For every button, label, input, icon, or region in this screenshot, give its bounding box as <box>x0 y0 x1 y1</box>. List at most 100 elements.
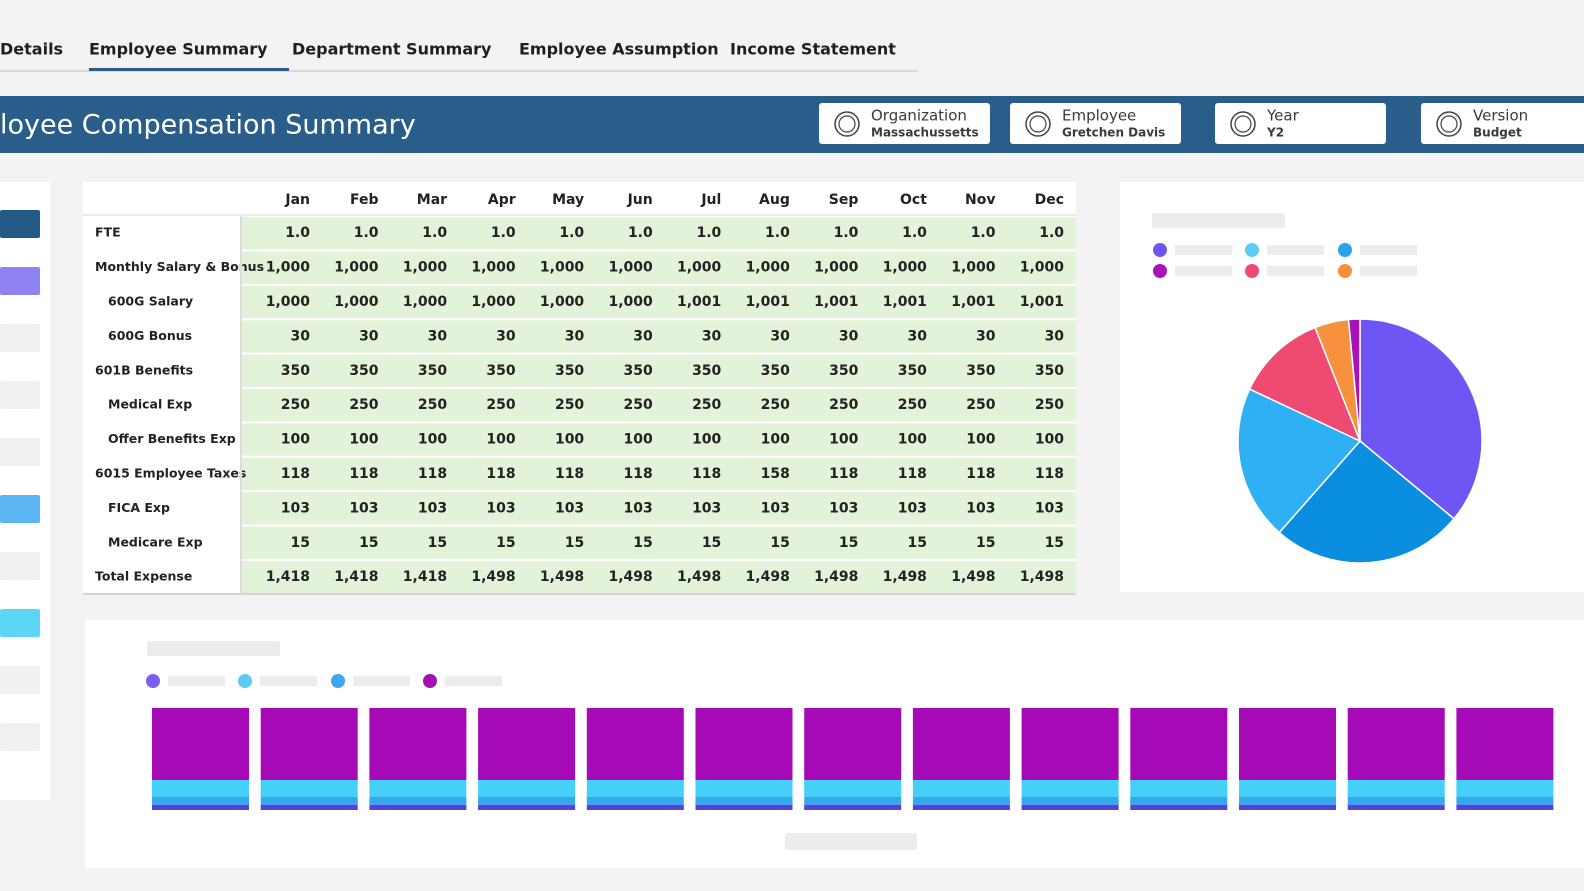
cell-value: 100 <box>418 432 447 448</box>
cell-value: 1,498 <box>471 569 515 585</box>
cell-value: 158 <box>761 466 790 482</box>
cell-value: 15 <box>1045 535 1064 551</box>
bar-segment <box>1239 780 1336 797</box>
column-header: Sep <box>829 192 859 208</box>
bar-segment <box>1130 805 1227 810</box>
cell-value: 1.0 <box>354 225 379 241</box>
bar-segment <box>1239 805 1336 810</box>
cell-value: 250 <box>624 397 653 413</box>
placeholder <box>445 676 502 686</box>
legend-dot <box>1153 264 1167 278</box>
sidebar-item[interactable] <box>0 495 40 523</box>
filter-value: Massachussetts <box>871 126 979 140</box>
bar-segment <box>696 797 793 805</box>
row-label: Monthly Salary & Bonus <box>95 259 264 274</box>
sidebar-item[interactable] <box>0 609 40 637</box>
cell-value: 1,001 <box>746 294 790 310</box>
cell-value: 250 <box>829 397 858 413</box>
cell-value: 1,498 <box>883 569 927 585</box>
column-header: May <box>552 192 584 208</box>
cell-value: 1,000 <box>540 294 585 310</box>
tab[interactable]: Details <box>0 40 63 59</box>
cell-value: 1,000 <box>334 294 379 310</box>
cell-value: 250 <box>692 397 721 413</box>
filter-label: Organization <box>871 107 967 125</box>
sidebar-item[interactable] <box>0 666 40 694</box>
cell-value: 350 <box>692 363 721 379</box>
sidebar-item[interactable] <box>0 267 40 295</box>
cell-value: 1,498 <box>540 569 584 585</box>
cell-value: 1.0 <box>1039 225 1064 241</box>
legend-dot <box>1338 243 1352 257</box>
placeholder <box>785 833 917 850</box>
cell-value: 103 <box>692 500 721 516</box>
cell-value: 30 <box>1045 328 1065 344</box>
cell-value: 1,001 <box>814 294 858 310</box>
cell-value: 250 <box>281 397 310 413</box>
bar-segment <box>1239 708 1336 780</box>
cell-value: 1.0 <box>559 225 584 241</box>
sidebar-item[interactable] <box>0 381 40 409</box>
bar-segment <box>1348 797 1445 805</box>
legend-dot <box>331 674 345 688</box>
cell-value: 350 <box>829 363 858 379</box>
placeholder <box>1175 245 1232 255</box>
bar-segment <box>369 805 466 810</box>
cell-value: 103 <box>486 500 515 516</box>
row-label: FTE <box>95 225 121 240</box>
column-header: Nov <box>965 192 995 208</box>
legend-dot <box>1245 264 1259 278</box>
sidebar-item[interactable] <box>0 723 40 751</box>
cell-value: 100 <box>555 432 584 448</box>
cell-value: 350 <box>555 363 584 379</box>
cell-value: 103 <box>281 500 310 516</box>
cell-value: 15 <box>565 535 584 551</box>
tab[interactable]: Income Statement <box>730 40 896 59</box>
bar-segment <box>261 708 358 780</box>
bar-segment <box>152 780 249 797</box>
legend-dot <box>1338 264 1352 278</box>
cell-value: 1,000 <box>540 260 585 276</box>
cell-value: 30 <box>976 328 996 344</box>
row-label: Medical Exp <box>108 397 192 412</box>
cell-value: 350 <box>349 363 378 379</box>
bar-segment <box>478 805 575 810</box>
cell-value: 1.0 <box>628 225 653 241</box>
placeholder <box>1360 245 1417 255</box>
sidebar-item[interactable] <box>0 552 40 580</box>
cell-value: 103 <box>966 500 995 516</box>
cell-value: 1,000 <box>746 260 791 276</box>
cell-value: 118 <box>281 466 310 482</box>
tab[interactable]: Department Summary <box>292 40 492 59</box>
cell-value: 100 <box>692 432 721 448</box>
cell-value: 118 <box>829 466 858 482</box>
cell-value: 15 <box>702 535 721 551</box>
filter-label: Year <box>1266 107 1300 125</box>
cell-value: 103 <box>1035 500 1064 516</box>
cell-value: 1,000 <box>266 260 311 276</box>
cell-value: 1.0 <box>902 225 927 241</box>
cell-value: 30 <box>839 328 859 344</box>
sidebar-item[interactable] <box>0 210 40 238</box>
bar-segment <box>696 708 793 780</box>
placeholder <box>1175 266 1232 276</box>
cell-value: 30 <box>770 328 790 344</box>
tab[interactable]: Employee Summary <box>89 40 268 59</box>
bar-segment <box>913 805 1010 810</box>
cell-value: 350 <box>624 363 653 379</box>
placeholder <box>168 676 225 686</box>
bar-segment <box>696 805 793 810</box>
filter-label: Employee <box>1062 107 1136 125</box>
bar-segment <box>261 797 358 805</box>
sidebar <box>0 182 50 800</box>
cell-value: 1,001 <box>677 294 721 310</box>
cell-value: 118 <box>349 466 378 482</box>
filter-box[interactable] <box>1215 103 1386 144</box>
sidebar-item[interactable] <box>0 438 40 466</box>
bar-segment <box>478 780 575 797</box>
tab[interactable]: Employee Assumption <box>519 40 719 59</box>
bar-segment <box>696 780 793 797</box>
sidebar-item[interactable] <box>0 324 40 352</box>
bar-segment <box>369 708 466 780</box>
bar-segment <box>478 797 575 805</box>
